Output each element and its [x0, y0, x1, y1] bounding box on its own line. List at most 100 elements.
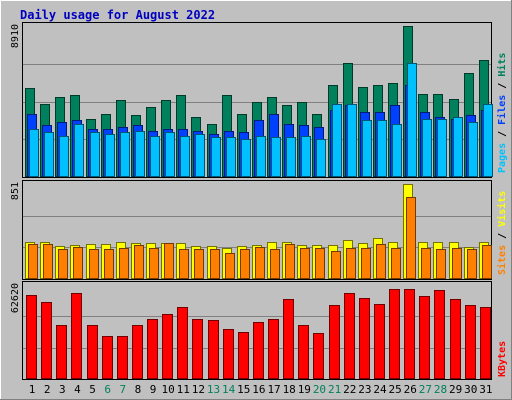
- axis-max-label: 8910: [10, 24, 21, 48]
- bar-sites-day-24: [376, 244, 386, 279]
- bar-sites-day-11: [179, 249, 189, 279]
- bar-pages-day-26: [407, 63, 417, 177]
- x-tick-label-25: 25: [388, 383, 401, 396]
- axis-series-label: KBytes: [497, 341, 508, 377]
- bar-sites-day-7: [119, 248, 129, 279]
- x-tick-label-12: 12: [192, 383, 205, 396]
- bar-kbytes-day-26: [404, 289, 415, 379]
- x-tick-label-18: 18: [283, 383, 296, 396]
- bar-sites-day-4: [73, 247, 83, 279]
- bar-sites-day-28: [436, 249, 446, 279]
- x-tick-label-1: 1: [29, 383, 36, 396]
- panel-visits-sites: 851 Sites / Visits: [10, 180, 508, 280]
- bar-kbytes-day-15: [238, 332, 249, 379]
- bar-pages-day-17: [271, 137, 281, 177]
- bar-sites-day-26: [406, 197, 416, 279]
- bar-pages-day-6: [105, 134, 115, 177]
- bar-kbytes-day-20: [313, 333, 324, 379]
- bar-pages-day-8: [135, 131, 145, 177]
- x-tick-label-2: 2: [44, 383, 51, 396]
- bar-pages-day-9: [150, 136, 160, 177]
- bar-pages-day-24: [377, 120, 387, 177]
- x-tick-label-11: 11: [177, 383, 190, 396]
- bar-sites-day-19: [300, 248, 310, 279]
- bar-sites-day-9: [149, 248, 159, 279]
- bar-kbytes-day-1: [26, 295, 37, 379]
- axis-max-label: 851: [10, 182, 21, 200]
- x-tick-label-28: 28: [434, 383, 447, 396]
- bar-kbytes-day-8: [132, 325, 143, 379]
- bar-pages-day-15: [241, 139, 251, 177]
- bar-kbytes-day-19: [298, 325, 309, 379]
- bar-sites-day-2: [43, 244, 53, 279]
- panel-kbytes: 62620 KBytes: [10, 281, 508, 380]
- bar-kbytes-day-29: [450, 299, 461, 379]
- bar-kbytes-day-17: [268, 319, 279, 379]
- bar-pages-day-19: [301, 136, 311, 177]
- x-tick-label-27: 27: [419, 383, 432, 396]
- x-tick-label-26: 26: [404, 383, 417, 396]
- bar-sites-day-20: [315, 248, 325, 279]
- bar-pages-day-7: [120, 132, 130, 177]
- bar-kbytes-day-22: [344, 293, 355, 379]
- bar-kbytes-day-16: [253, 322, 264, 379]
- bar-pages-day-27: [422, 119, 432, 177]
- axis-max-label: 62620: [10, 283, 21, 313]
- x-tick-label-30: 30: [464, 383, 477, 396]
- bar-pages-day-28: [437, 119, 447, 177]
- bar-sites-day-23: [361, 248, 371, 279]
- bar-pages-day-1: [29, 129, 39, 177]
- bar-pages-day-22: [347, 104, 357, 177]
- bar-pages-day-10: [165, 132, 175, 177]
- bar-kbytes-day-3: [56, 325, 67, 379]
- bar-pages-day-14: [226, 137, 236, 177]
- x-tick-label-20: 20: [313, 383, 326, 396]
- bar-sites-day-8: [134, 245, 144, 279]
- x-tick-label-17: 17: [267, 383, 280, 396]
- bar-pages-day-18: [286, 137, 296, 177]
- x-axis-labels: 1 2 3 4 5 6 7 8 9 10 11 12 13 14 15 16 17 18 19 20 21 22 23 24 2…: [29, 383, 493, 396]
- bar-kbytes-day-2: [41, 302, 52, 379]
- bar-kbytes-day-12: [192, 319, 203, 379]
- bar-kbytes-day-13: [208, 320, 219, 379]
- x-tick-label-14: 14: [222, 383, 236, 396]
- bar-kbytes-day-23: [359, 298, 370, 379]
- bar-pages-day-20: [316, 139, 326, 177]
- x-tick-label-10: 10: [162, 383, 175, 396]
- bar-pages-day-4: [74, 124, 84, 177]
- bar-sites-day-6: [104, 249, 114, 279]
- bar-sites-day-12: [194, 249, 204, 279]
- bar-sites-day-13: [210, 249, 220, 279]
- bar-kbytes-day-28: [434, 290, 445, 379]
- bar-pages-day-21: [332, 104, 342, 177]
- x-tick-label-19: 19: [298, 383, 311, 396]
- x-tick-label-5: 5: [89, 383, 96, 396]
- bar-kbytes-day-25: [389, 289, 400, 379]
- chart-panels: 8910 Pages / Files / Hits 851 Sites / Visit…: [10, 22, 508, 380]
- axis-series-label: Sites / Visits: [496, 191, 508, 275]
- x-tick-label-6: 6: [104, 383, 111, 396]
- bar-kbytes-day-6: [102, 336, 113, 379]
- bar-sites-day-22: [346, 248, 356, 279]
- bar-sites-day-5: [89, 249, 99, 279]
- bar-pages-day-25: [392, 124, 402, 177]
- bar-pages-day-29: [453, 117, 463, 177]
- bar-sites-day-31: [482, 245, 492, 279]
- x-tick-label-13: 13: [207, 383, 220, 396]
- bar-kbytes-day-9: [147, 319, 158, 379]
- bar-sites-day-25: [391, 248, 401, 279]
- bar-pages-day-11: [180, 136, 190, 177]
- bar-sites-day-29: [452, 248, 462, 279]
- bar-kbytes-day-24: [374, 304, 385, 379]
- bar-kbytes-day-14: [223, 329, 234, 379]
- x-tick-label-4: 4: [74, 383, 81, 396]
- bar-sites-day-3: [58, 249, 68, 279]
- bar-sites-day-27: [421, 248, 431, 279]
- x-tick-label-16: 16: [252, 383, 265, 396]
- panel-pages-files-hits: 8910 Pages / Files / Hits: [10, 22, 508, 178]
- bar-pages-day-2: [44, 132, 54, 177]
- bar-kbytes-day-4: [71, 293, 82, 379]
- bar-pages-day-16: [256, 136, 266, 177]
- bar-pages-day-12: [195, 134, 205, 177]
